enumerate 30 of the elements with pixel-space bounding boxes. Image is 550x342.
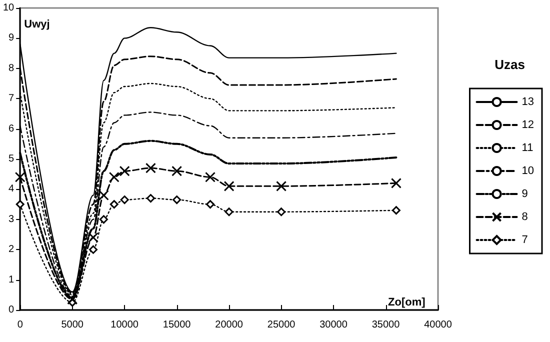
legend-label: 8 — [522, 211, 528, 223]
y-tick-label: 5 — [8, 154, 15, 164]
legend-label: 9 — [522, 188, 528, 200]
legend-label: 10 — [522, 165, 534, 177]
x-tick-label: 20000 — [215, 320, 244, 330]
legend-title: Uzas — [494, 57, 526, 72]
y-axis-title: Uwyj — [24, 18, 50, 30]
legend-label: 13 — [522, 96, 534, 108]
x-tick-label: 40000 — [424, 320, 452, 330]
legend-label: 12 — [522, 119, 534, 131]
y-tick-label: 0 — [8, 304, 15, 316]
y-tick-label: 8 — [8, 62, 15, 74]
x-tick-label: 5000 — [61, 320, 84, 330]
y-tick-label: 9 — [8, 32, 15, 44]
x-tick-label: 30000 — [320, 320, 348, 330]
y-tick-label: 3 — [8, 214, 15, 225]
x-tick-label: 0 — [17, 320, 24, 330]
y-tick-label: 2 — [8, 244, 15, 256]
x-tick-label: 25000 — [267, 320, 296, 330]
x-tick-label: 15000 — [162, 320, 192, 330]
y-tick-label: 10 — [3, 2, 15, 14]
y-tick-label: 4 — [8, 184, 15, 195]
legend-label: 7 — [522, 234, 528, 246]
y-tick-label: 1 — [8, 274, 15, 286]
x-tick-label: 10000 — [110, 320, 139, 330]
x-tick-label: 35000 — [372, 320, 400, 330]
y-tick-label: 7 — [8, 93, 15, 104]
x-axis-title: Zo[om] — [388, 296, 426, 308]
legend-label: 11 — [522, 142, 534, 154]
y-tick-label: 6 — [8, 123, 15, 134]
